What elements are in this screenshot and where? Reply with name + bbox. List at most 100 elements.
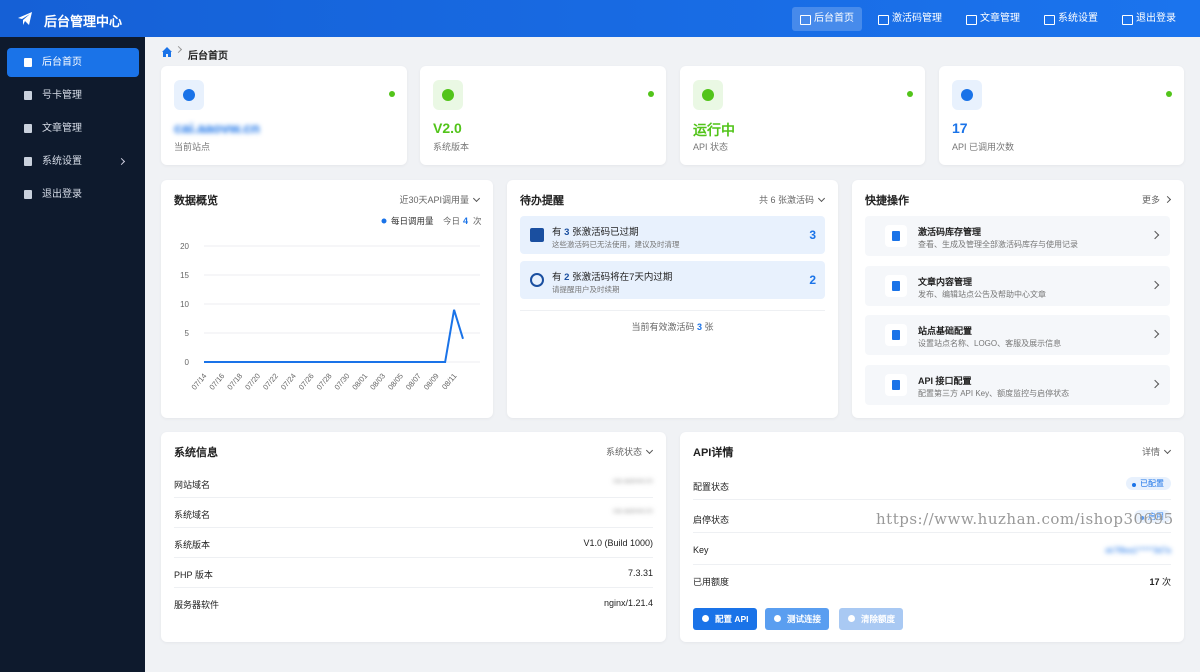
stat-value: cai.aaovw.cn: [174, 120, 260, 136]
api-row: Key sk7f8ea1*****3d7a: [693, 535, 1171, 565]
quick-title: API 接口配置: [918, 375, 972, 386]
y-tick-label: 5: [185, 329, 190, 338]
api-label: 配置状态: [693, 482, 730, 492]
today-value: 4: [463, 216, 468, 226]
x-tick-label: 07/16: [207, 372, 226, 392]
logo: [18, 12, 32, 25]
y-tick-label: 20: [180, 242, 189, 251]
api-value: 已配置: [1126, 477, 1171, 490]
stat-card: V2.0 系统版本: [420, 66, 666, 165]
reminder-card: 待办提醒 共 6 张激活码 当前有效激活码 3 张 有 3 张激活码已过期 这些激…: [507, 180, 838, 418]
reminder-count: 2: [809, 273, 816, 287]
top-bar: 后台管理中心 后台首页 激活码管理 文章管理 系统设置 退出登录: [0, 0, 1200, 37]
x-tick-label: 07/18: [225, 372, 244, 392]
info-row: 系统版本 V1.0 (Build 1000): [174, 528, 653, 558]
quick-desc: 设置站点名称、LOGO、客服及展示信息: [918, 339, 1062, 348]
info-label: 系统版本: [174, 540, 211, 550]
x-tick-label: 08/09: [422, 372, 441, 392]
sidebar-item[interactable]: 号卡管理: [7, 81, 139, 110]
range-select[interactable]: 近30天API调用量: [399, 193, 479, 206]
stat-icon: [174, 80, 204, 110]
quick-desc: 配置第三方 API Key、额度监控与启停状态: [918, 388, 1070, 398]
footer-text: 当前有效激活码 3 张: [507, 320, 838, 333]
reminder-count: 3: [809, 228, 816, 242]
today-unit: 次: [473, 216, 482, 226]
more-link[interactable]: 更多: [1142, 193, 1170, 206]
reminder-item[interactable]: 有 3 张激活码已过期 这些激活码已无法使用，建议及时清理 3: [520, 216, 825, 254]
nav-item[interactable]: 后台首页: [792, 7, 862, 31]
api-value: 17 次: [1149, 575, 1171, 588]
stat-icon: [952, 80, 982, 110]
action-button[interactable]: 测试连接: [765, 608, 830, 630]
quick-item[interactable]: 激活码库存管理 查看、生成及管理全部激活码库存与使用记录: [865, 216, 1170, 256]
x-tick-label: 07/22: [261, 372, 280, 392]
nav-item[interactable]: 退出登录: [1114, 7, 1184, 31]
text: 有: [552, 227, 562, 238]
info-value: V1.0 (Build 1000): [583, 538, 653, 548]
stat-label: API 已调用次数: [952, 142, 1015, 152]
sidebar-item[interactable]: 退出登录: [7, 180, 139, 209]
quick-icon: [885, 274, 907, 297]
stat-value: 运行中: [693, 122, 735, 138]
count: 2: [564, 272, 570, 283]
info-row: 网站域名 cai.aaovw.cn: [174, 468, 653, 498]
status-dot: [389, 91, 395, 97]
quick-item[interactable]: 站点基础配置 设置站点名称、LOGO、客服及展示信息: [865, 315, 1170, 355]
chevron: [117, 157, 126, 166]
stat-icon: [693, 80, 723, 110]
action-button[interactable]: 清除额度: [839, 608, 904, 630]
detail-select[interactable]: 详情: [1142, 445, 1170, 458]
quick-item[interactable]: API 接口配置配置第三方 API Key、额度监控与启停状态: [865, 364, 1170, 405]
x-tick-label: 08/05: [386, 372, 405, 392]
usage-value: 17: [1149, 577, 1160, 587]
api-row: 已用额度 17 次: [693, 565, 1171, 595]
sidebar-item[interactable]: 系统设置: [7, 147, 139, 176]
chart-card: 数据概览 近30天API调用量 0 5 10 15 20 07/14 07/16 07/18 0…: [161, 180, 493, 418]
nav-item[interactable]: 文章管理: [958, 7, 1028, 31]
quick-icon: [885, 225, 907, 247]
quick-card: 快捷操作 更多 激活码库存管理 查看、生成及管理全部激活码库存与使用记录 文章内容管…: [852, 180, 1184, 418]
x-tick-label: 08/01: [350, 372, 369, 392]
info-label: 网站域名: [174, 480, 211, 490]
reminder-icon: [530, 273, 544, 287]
divider: [520, 310, 825, 311]
reminder-title: 有 2 张激活码将在7天内过期: [552, 269, 672, 283]
x-tick-label: 07/26: [297, 372, 316, 392]
stat-card: cai.aaovw.cn 当前站点: [161, 66, 407, 165]
text: 有: [552, 272, 562, 283]
x-tick-label: 07/28: [315, 372, 334, 392]
reminder-item[interactable]: 有 2 张激活码将在7天内过期 请提醒用户及时续期 2: [520, 261, 825, 299]
action-button[interactable]: 配置 API: [693, 608, 757, 630]
status-dot: [907, 91, 913, 97]
nav-item[interactable]: 激活码管理: [870, 7, 950, 31]
sidebar: 后台首页号卡管理文章管理系统设置退出登录: [0, 37, 145, 672]
quick-title: 文章内容管理: [918, 276, 973, 287]
quick-item[interactable]: 文章内容管理 发布、编辑站点公告及帮助中心文章: [865, 265, 1170, 306]
summary[interactable]: 共 6 张激活码: [759, 193, 824, 206]
x-tick-label: 08/11: [440, 372, 459, 392]
count: 3: [564, 227, 570, 238]
sidebar-item[interactable]: 后台首页: [7, 48, 139, 77]
api-row: 配置状态 已配置: [693, 470, 1171, 500]
text: 张激活码将在7天内过期: [572, 272, 673, 283]
info-label: PHP 版本: [174, 570, 213, 580]
stat-label: API 状态: [693, 142, 729, 152]
status-select[interactable]: 系统状态: [606, 445, 652, 458]
stat-value: 17: [952, 120, 968, 136]
api-key: sk7f8ea1*****3d7a: [1105, 546, 1171, 555]
info-row: 服务器软件 nginx/1.21.4: [174, 588, 653, 618]
api-value: sk7f8ea1*****3d7a: [1105, 545, 1171, 555]
x-tick-label: 07/14: [190, 372, 209, 392]
nav-item[interactable]: 系统设置: [1036, 7, 1106, 31]
info-value: cai.aaovw.cn: [612, 508, 653, 515]
text: 当前有效激活码: [631, 322, 695, 332]
card-title: 系统信息: [174, 447, 218, 459]
home-icon: [162, 47, 172, 57]
sidebar-item[interactable]: 文章管理: [7, 114, 139, 143]
info-value: cai.aaovw.cn: [612, 478, 653, 485]
api-value: 启用: [1134, 510, 1171, 523]
info-label: 服务器软件: [174, 600, 220, 610]
y-tick-label: 10: [180, 300, 189, 309]
stat-icon: [433, 80, 463, 110]
